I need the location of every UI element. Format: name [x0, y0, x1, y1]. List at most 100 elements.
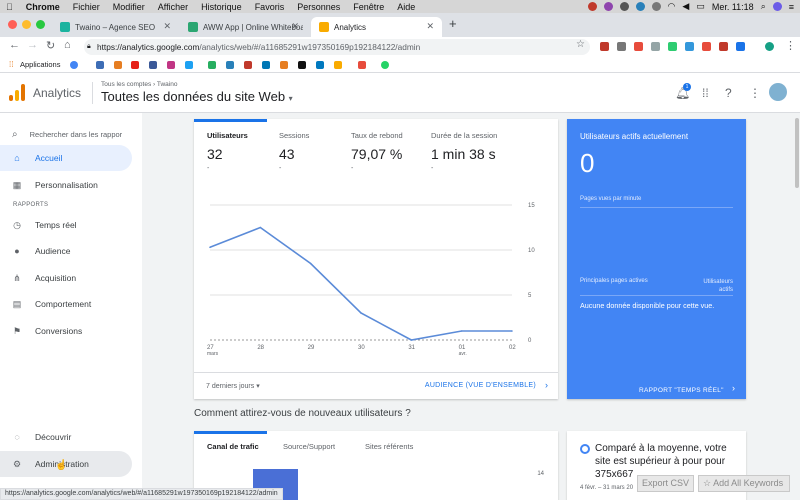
metric-tab-duree-session[interactable]: Durée de la session 1 min 38 s - [418, 119, 548, 177]
sidebar-item-temps-reel[interactable]: ◷ Temps réel [0, 212, 132, 238]
add-all-keywords-button[interactable]: ☆ Add All Keywords [698, 475, 790, 492]
more-vert-icon[interactable]: ⋮ [749, 86, 761, 100]
avatar[interactable] [769, 83, 787, 101]
bookmark-trello-icon[interactable] [316, 61, 324, 69]
sidebar-item-audience[interactable]: ● Audience [0, 238, 132, 264]
bookmark-google-icon[interactable] [70, 61, 78, 69]
chevron-right-icon[interactable]: › [545, 380, 548, 390]
chrome-menu-icon[interactable]: ⋮ [785, 40, 796, 52]
scrollbar-thumb[interactable] [795, 118, 799, 188]
bookmark-icon[interactable] [208, 61, 216, 69]
window-minimize-button[interactable] [22, 20, 31, 29]
extension-icon[interactable] [702, 42, 711, 51]
new-tab-button[interactable]: + [449, 16, 457, 31]
sidebar-item-comportement[interactable]: ▤ Comportement [0, 291, 132, 317]
sidebar-item-accueil[interactable]: ⌂ Accueil [0, 145, 132, 171]
bookmark-icon[interactable] [226, 61, 234, 69]
date-range-selector[interactable]: 7 derniers jours ▾ [206, 383, 260, 390]
status-app-icon[interactable] [587, 2, 597, 11]
sidebar-item-administration[interactable]: ⚙ Administration [0, 451, 132, 477]
bookmark-apps[interactable]: Applications [20, 60, 61, 69]
window-zoom-button[interactable] [36, 20, 45, 29]
apps-grid-icon[interactable]: ⁞⁞ [9, 60, 14, 69]
volume-icon[interactable]: ◀ [682, 1, 690, 11]
sidebar-item-conversions[interactable]: ⚑ Conversions [0, 318, 132, 344]
status-app-icon[interactable] [635, 2, 645, 11]
account-breadcrumb[interactable]: Tous les comptes › Twaino [101, 81, 178, 88]
export-csv-button[interactable]: Export CSV [637, 475, 694, 492]
extension-icon[interactable] [719, 42, 728, 51]
property-selector[interactable]: Toutes les données du site Web ▾ [101, 89, 293, 104]
bookmark-facebook-icon[interactable] [149, 61, 157, 69]
bookmark-twitter-icon[interactable] [185, 61, 193, 69]
tab-aww[interactable]: AWW App | Online Whiteboard ✕ [180, 17, 307, 37]
window-close-button[interactable] [8, 20, 17, 29]
status-app-icon[interactable] [603, 2, 613, 11]
bookmark-analytics-icon[interactable] [334, 61, 342, 69]
bookmark-linkedin-icon[interactable] [262, 61, 270, 69]
chevron-right-icon[interactable]: › [732, 383, 735, 393]
extension-icon[interactable] [685, 42, 694, 51]
home-icon[interactable]: ⌂ [64, 39, 71, 51]
realtime-report-link[interactable]: RAPPORT "TEMPS RÉEL" [639, 387, 724, 394]
tab-source-support[interactable]: Source/Support [283, 442, 336, 451]
battery-icon[interactable]: ▭ [696, 1, 705, 11]
tab-close-icon[interactable]: ✕ [426, 21, 434, 31]
apple-menu-icon[interactable]:  [6, 2, 13, 12]
siri-icon[interactable] [772, 2, 782, 11]
tab-sites-referents[interactable]: Sites référents [365, 442, 414, 451]
clock[interactable]: Mer. 11:18 [711, 1, 754, 12]
url-bar[interactable]: 🔒︎ https://analytics.google.com/analytic… [84, 39, 590, 55]
bookmark-icon[interactable] [96, 61, 104, 69]
tab-close-icon[interactable]: ✕ [163, 21, 171, 31]
bookmark-instagram-icon[interactable] [167, 61, 175, 69]
tab-twaino[interactable]: Twaino – Agence SEO ✕ [52, 17, 179, 37]
scrollbar[interactable] [794, 113, 800, 500]
help-icon[interactable]: ? [725, 86, 732, 100]
back-icon[interactable]: ← [9, 39, 20, 51]
tab-canal-de-trafic[interactable]: Canal de trafic [207, 442, 259, 451]
extension-icon[interactable] [668, 42, 677, 51]
report-search[interactable]: ⌕ Rechercher dans les rappor [0, 121, 142, 147]
bookmark-youtube-icon[interactable] [131, 61, 139, 69]
reload-icon[interactable]: ↻ [46, 40, 56, 52]
extension-icon[interactable] [736, 42, 745, 51]
bookmark-icon[interactable] [358, 61, 366, 69]
bookmark-icon[interactable] [244, 61, 252, 69]
forward-icon[interactable]: → [27, 39, 38, 51]
tab-close-icon[interactable]: ✕ [291, 21, 299, 31]
spotlight-icon[interactable]: ⌕ [760, 1, 766, 11]
audience-overview-link[interactable]: AUDIENCE (VUE D'ENSEMBLE) [424, 382, 536, 389]
extension-icon[interactable] [651, 42, 660, 51]
sidebar-item-acquisition[interactable]: ⋔ Acquisition [0, 265, 132, 291]
metric-tab-utilisateurs[interactable]: Utilisateurs 32 - [194, 119, 266, 177]
bookmark-icon[interactable] [280, 61, 288, 69]
extension-icon[interactable] [634, 42, 643, 51]
metric-tab-sessions[interactable]: Sessions 43 - [266, 119, 338, 177]
bookmark-icon[interactable] [114, 61, 122, 69]
menu-aide[interactable]: Aide [390, 1, 415, 12]
wifi-icon[interactable]: ◠ [667, 1, 676, 11]
notification-center-icon[interactable]: ≡ [788, 1, 794, 12]
status-app-icon[interactable] [651, 2, 661, 11]
bookmark-star-icon[interactable]: ☆ [576, 39, 585, 50]
apps-grid-icon[interactable]: ⁞⁞ [702, 86, 709, 100]
menu-app-name[interactable]: Chrome [19, 1, 60, 12]
status-app-icon[interactable] [619, 2, 629, 11]
bookmark-whatsapp-icon[interactable] [381, 61, 389, 69]
metric-tab-taux-de-rebond[interactable]: Taux de rebond 79,07 % - [338, 119, 418, 177]
sidebar-item-personnalisation[interactable]: ▦ Personnalisation [0, 172, 132, 198]
extension-icon[interactable] [600, 42, 609, 51]
bookmark-icon[interactable] [298, 61, 306, 69]
menu-personnes[interactable]: Personnes [290, 1, 340, 12]
sidebar-item-decouvrir[interactable]: ◌ Découvrir [0, 424, 132, 450]
menu-fenetre[interactable]: Fenêtre [346, 1, 384, 12]
tab-analytics[interactable]: Analytics ✕ [311, 17, 442, 37]
menu-historique[interactable]: Historique [194, 1, 242, 12]
menu-favoris[interactable]: Favoris [247, 1, 285, 12]
menu-fichier[interactable]: Fichier [66, 1, 100, 12]
profile-icon[interactable] [765, 42, 774, 51]
menu-modifier[interactable]: Modifier [106, 1, 145, 12]
menu-afficher[interactable]: Afficher [151, 1, 188, 12]
extension-icon[interactable] [617, 42, 626, 51]
